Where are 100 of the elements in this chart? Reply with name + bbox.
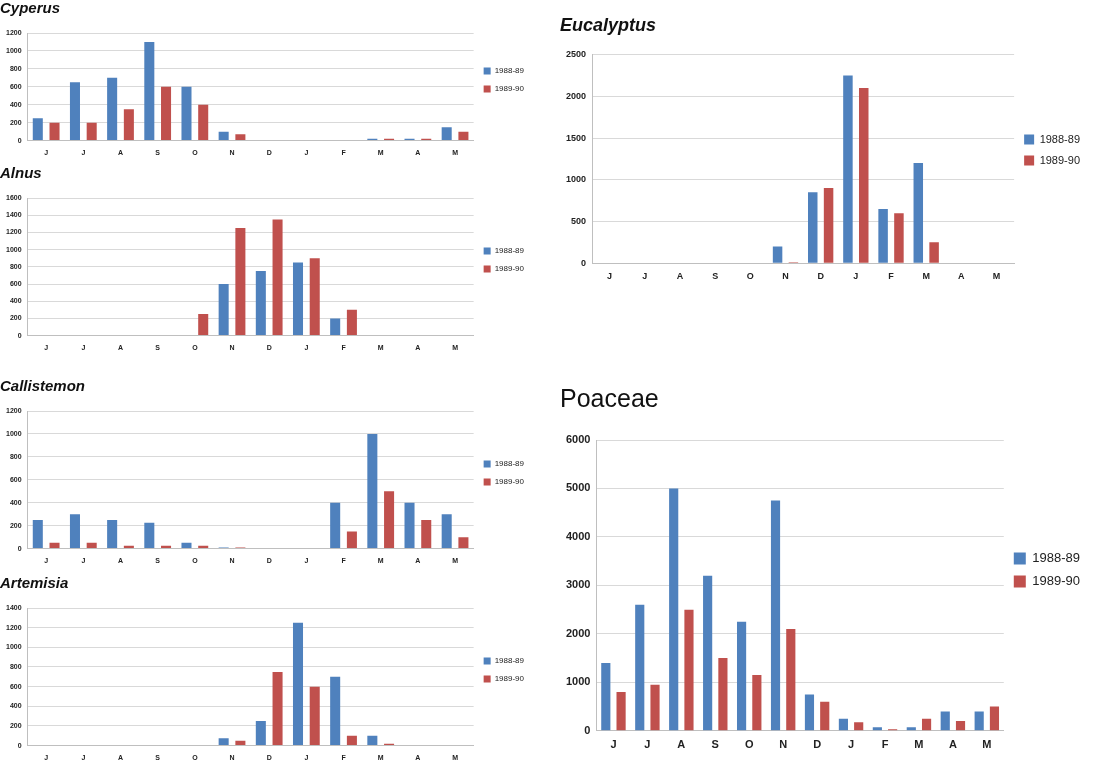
bar (421, 519, 432, 549)
x-tick-label: O (744, 738, 754, 751)
bar (820, 701, 830, 731)
bar (235, 134, 246, 141)
bar (703, 575, 713, 731)
bar (894, 213, 904, 263)
bar (458, 131, 469, 141)
y-tick-label: 3000 (565, 578, 591, 591)
legend-label: 1988-89 (494, 246, 525, 256)
bar (218, 284, 229, 336)
bar (123, 109, 134, 141)
bar (616, 692, 626, 731)
bar (330, 676, 341, 746)
bar (684, 609, 694, 731)
bar (161, 86, 172, 141)
bar (955, 721, 966, 731)
bar (823, 188, 834, 263)
bar (786, 629, 796, 731)
bar (69, 82, 80, 141)
legend-label: 1989-90 (494, 84, 525, 94)
bar (272, 219, 283, 336)
x-tick-label: F (881, 738, 889, 751)
legend-label: 1989-90 (494, 264, 525, 274)
bar (107, 519, 118, 549)
y-tick-label: 500 (570, 215, 587, 226)
x-tick-label: M (914, 738, 924, 751)
chart-title: Poaceae (560, 383, 659, 412)
bar (737, 621, 747, 731)
legend-label: 1988-89 (494, 656, 525, 666)
x-tick-label: F (888, 271, 895, 282)
bar (144, 41, 155, 141)
x-tick-label: D (817, 271, 825, 282)
legend-label: 1989-90 (494, 477, 525, 487)
x-tick-label: S (711, 738, 719, 751)
bar (86, 122, 97, 141)
bar (330, 502, 341, 549)
bar (107, 77, 118, 141)
bar (49, 542, 60, 549)
legend-label: 1988-89 (494, 459, 525, 469)
bar (929, 242, 939, 263)
legend-label: 1989-90 (1032, 573, 1081, 589)
legend-label: 1988-89 (1039, 132, 1081, 145)
bar (441, 127, 452, 141)
bar (346, 531, 357, 549)
bar (804, 694, 815, 731)
bar (181, 86, 192, 141)
chart-title: Callistemon (0, 377, 86, 395)
x-tick-label: J (610, 738, 617, 751)
bar (235, 228, 246, 336)
y-tick-label: 4000 (565, 529, 591, 542)
bar (235, 740, 246, 746)
chart-title: Alnus (0, 164, 42, 182)
bar (838, 718, 848, 731)
y-tick-label: 0 (581, 257, 587, 268)
bar (770, 500, 781, 731)
y-tick-label: 5000 (565, 481, 591, 494)
x-tick-label: N (779, 738, 788, 751)
bar (367, 433, 378, 549)
y-tick-label: 0 (584, 723, 591, 736)
bar (859, 87, 869, 263)
bar (272, 671, 283, 746)
y-tick-label: 6000 (565, 433, 591, 446)
bar (404, 502, 415, 549)
x-tick-label: J (847, 738, 855, 751)
x-tick-label: N (782, 271, 789, 282)
legend-label: 1988-89 (1032, 550, 1081, 566)
chart-title: Cyperus (0, 0, 61, 17)
bar (49, 122, 60, 141)
y-tick-label: 1000 (565, 174, 587, 185)
bar (601, 662, 611, 731)
x-tick-label: J (644, 738, 651, 751)
bar (330, 318, 341, 336)
bar (989, 706, 1000, 731)
bar (292, 622, 304, 746)
bar (346, 735, 357, 746)
bar (255, 721, 266, 746)
bar (752, 675, 762, 731)
x-tick-label: A (948, 738, 957, 751)
bar (32, 519, 43, 549)
bar (309, 258, 320, 336)
y-tick-label: 2000 (565, 626, 591, 639)
bar (32, 118, 43, 141)
x-tick-label: A (677, 738, 686, 751)
bar (921, 718, 932, 731)
bar (906, 727, 916, 731)
bar (346, 309, 357, 336)
bar (808, 192, 818, 263)
bar (872, 727, 882, 731)
bar (198, 314, 209, 336)
legend-label: 1989-90 (494, 674, 525, 684)
y-tick-label: 1000 (565, 675, 591, 688)
x-tick-label: A (958, 271, 966, 282)
x-tick-label: A (676, 271, 684, 282)
bar (854, 722, 864, 731)
x-tick-label: O (746, 271, 754, 282)
bar (635, 604, 645, 731)
bar (255, 271, 266, 336)
bar (309, 686, 320, 746)
bar (292, 262, 304, 336)
bar (384, 491, 395, 549)
